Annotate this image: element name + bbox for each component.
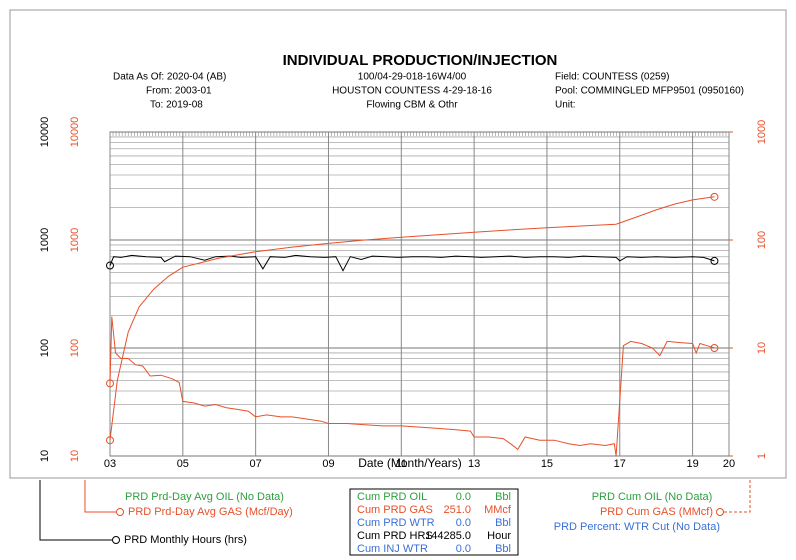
table-label: Cum INJ WTR	[357, 543, 428, 555]
y-secondary-tick-label: 100	[69, 339, 81, 357]
y2-tick-label: 100	[756, 231, 768, 249]
x-tick-label: 17	[614, 458, 626, 470]
table-value: 0.0	[456, 543, 471, 555]
table-label: Cum PRD OIL	[357, 491, 427, 503]
header-text: 100/04-29-018-16W4/00	[358, 72, 467, 83]
legend-text: PRD Prd-Day Avg GAS (Mcf/Day)	[128, 506, 293, 518]
header-text: To: 2019-08	[150, 100, 203, 111]
legend-connector	[84, 480, 116, 513]
x-tick-label: 09	[322, 458, 334, 470]
series-line	[109, 316, 715, 457]
table-label: Cum PRD WTR	[357, 517, 435, 529]
legend-text: PRD Cum OIL (No Data)	[592, 491, 713, 503]
y-tick-label: 10	[39, 450, 51, 462]
header-text: Field: COUNTESS (0259)	[555, 72, 669, 83]
end-marker	[710, 256, 719, 265]
y-tick-label: 1000	[39, 228, 51, 252]
end-marker	[710, 344, 719, 352]
table-value: 0.0	[456, 491, 471, 503]
table-value: 251.0	[443, 504, 471, 516]
y-tick-label: 100	[39, 339, 51, 357]
x-tick-label: 05	[177, 458, 189, 470]
header-text: Unit:	[555, 100, 576, 111]
end-marker	[106, 379, 114, 388]
header-text: From: 2003-01	[146, 86, 212, 97]
x-tick-label: 11	[396, 458, 407, 470]
y-secondary-tick-label: 1000	[69, 228, 81, 252]
table-unit: MMcf	[484, 504, 512, 516]
series-line	[109, 196, 715, 441]
header-text: Pool: COMMINGLED MFP9501 (0950160)	[555, 86, 744, 97]
legend-connector	[724, 480, 751, 513]
table-unit: Bbl	[495, 543, 511, 555]
header-text: Data As Of: 2020-04 (AB)	[113, 72, 226, 83]
table-label: Cum PRD HRS	[357, 530, 433, 542]
series-line	[109, 254, 715, 272]
summary-box	[349, 488, 519, 556]
table-value: 0.0	[456, 517, 471, 529]
legend-text: PRD Cum GAS (MMcf)	[600, 506, 713, 518]
y-tick-label: 10000	[39, 117, 51, 148]
y-secondary-tick-label: 10	[69, 450, 81, 462]
table-unit: Hour	[487, 530, 511, 542]
legend-text: PRD Monthly Hours (hrs)	[124, 534, 247, 546]
end-marker	[710, 192, 719, 201]
x-tick-label: 13	[468, 458, 480, 470]
frame	[9, 9, 787, 479]
x-tick-label: 15	[541, 458, 553, 470]
header-text: HOUSTON COUNTESS 4-29-18-16	[332, 86, 492, 97]
header-text: Flowing CBM & Othr	[366, 100, 458, 111]
x-axis-label: Date (Month/Years)	[358, 456, 462, 470]
table-value: 144285.0	[425, 530, 471, 542]
legend-text: PRD Prd-Day Avg OIL (No Data)	[125, 491, 284, 503]
x-tick-label: 03	[104, 458, 116, 470]
y-secondary-tick-label: 10000	[69, 117, 81, 148]
legend-connector	[39, 480, 112, 541]
legend-marker	[112, 536, 120, 544]
table-label: Cum PRD GAS	[357, 504, 433, 516]
x-tick-label: 20	[723, 458, 735, 470]
end-marker	[106, 436, 114, 445]
x-tick-label: 19	[686, 458, 698, 470]
legend-marker	[716, 508, 724, 516]
end-marker	[106, 261, 114, 270]
chart-title: INDIVIDUAL PRODUCTION/INJECTION	[283, 52, 558, 69]
legend-text: PRD Percent: WTR Cut (No Data)	[554, 521, 720, 533]
plot-area	[109, 131, 730, 457]
y2-tick-label: 1000	[756, 120, 768, 144]
table-unit: Bbl	[495, 517, 511, 529]
y2-tick-label: 10	[756, 342, 768, 354]
table-unit: Bbl	[495, 491, 511, 503]
legend-marker	[116, 508, 124, 516]
x-tick-label: 07	[250, 458, 262, 470]
y2-tick-label: 1	[756, 453, 768, 459]
